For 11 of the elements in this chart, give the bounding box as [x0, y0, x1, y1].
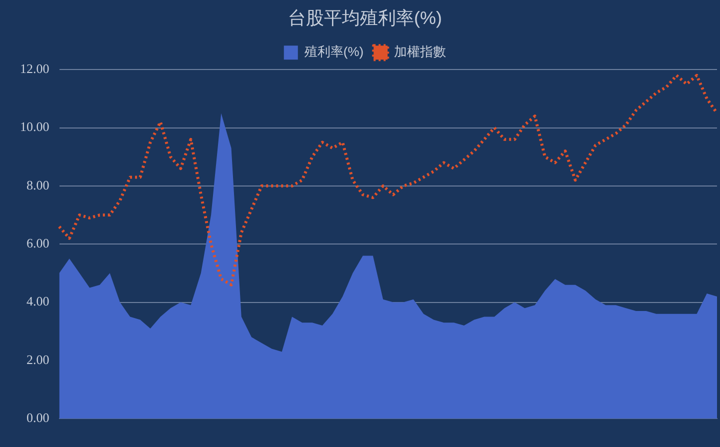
y-tick-label: 8.00	[26, 177, 50, 192]
y-tick-label: 6.00	[26, 236, 50, 251]
line-series	[58, 74, 718, 286]
chart-title: 台股平均殖利率(%)	[288, 8, 442, 28]
y-tick-label: 4.00	[26, 294, 50, 309]
y-tick-label: 12.00	[20, 61, 50, 76]
y-tick-label: 0.00	[26, 410, 50, 426]
y-tick-label: 2.00	[26, 352, 50, 367]
legend-label: 殖利率(%)	[304, 44, 364, 60]
y-tick-label: 10.00	[20, 119, 50, 134]
legend-label: 加權指數	[394, 44, 446, 60]
